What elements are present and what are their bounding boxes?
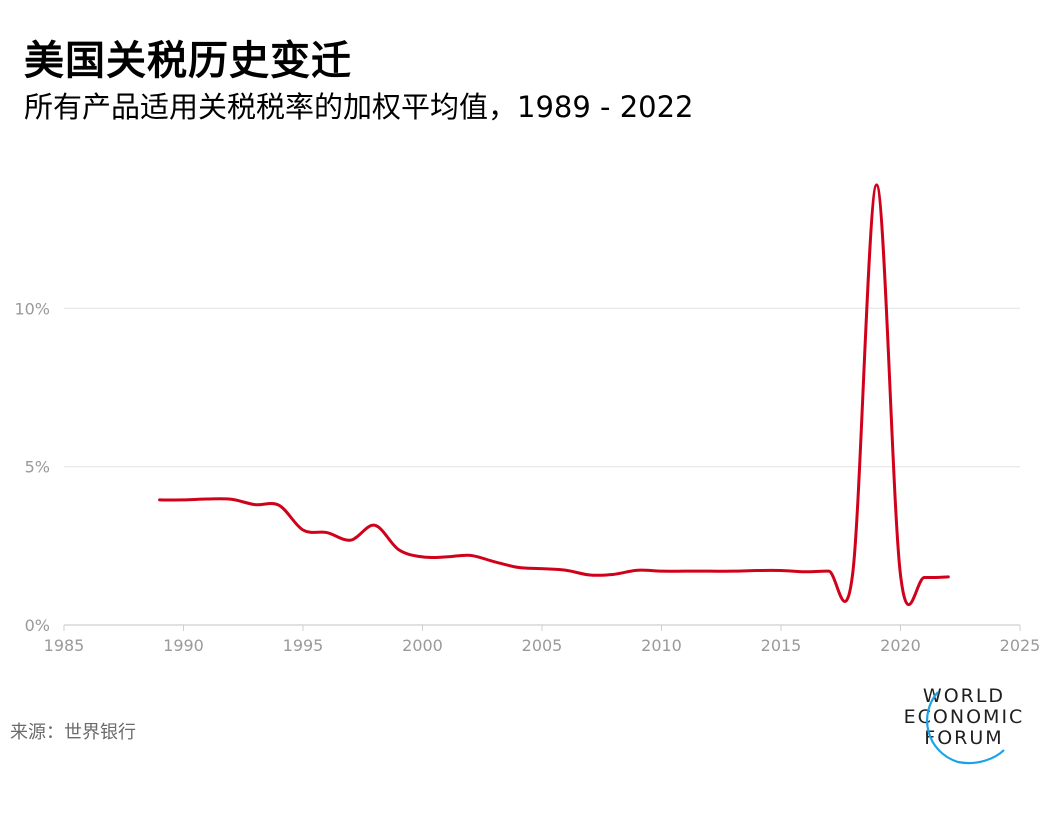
- data-point: [684, 570, 687, 573]
- grid-lines: [64, 307, 1020, 626]
- data-point: [708, 570, 711, 573]
- logo-line-1: WORLD: [922, 685, 1006, 707]
- logo-line-2: ECONOMIC: [903, 706, 1025, 728]
- data-point: [732, 570, 735, 573]
- wef-logo: WORLD ECONOMIC FORUM: [896, 686, 1046, 776]
- data-point: [517, 566, 520, 569]
- data-point: [302, 529, 305, 532]
- data-point: [469, 554, 472, 557]
- data-point: [899, 573, 902, 576]
- x-axis-ticks: 1985 1990 1995 2000 2005 2010 2015 2020 2025: [44, 625, 1041, 655]
- y-axis-ticks: 0% 5% 10%: [14, 299, 50, 635]
- data-point: [158, 498, 161, 501]
- data-point: [373, 524, 376, 527]
- data-point: [564, 569, 567, 572]
- line-chart: 0% 5% 10% 1985 1990 1995 2000 2005 2010 2015 2020…: [14, 183, 1041, 655]
- x-tick-label: 1985: [44, 636, 85, 655]
- data-point: [756, 569, 759, 572]
- x-tick-label: 2010: [641, 636, 682, 655]
- data-point: [541, 567, 544, 570]
- data-point: [947, 575, 950, 578]
- x-tick-label: 2025: [1000, 636, 1041, 655]
- data-point: [349, 539, 352, 542]
- data-point: [780, 569, 783, 572]
- data-point: [612, 573, 615, 576]
- x-tick-label: 2005: [522, 636, 563, 655]
- data-point: [803, 570, 806, 573]
- series-layer: [158, 183, 950, 607]
- data-point: [588, 573, 591, 576]
- source-note: 来源：世界银行: [10, 722, 136, 743]
- data-point: [923, 576, 926, 579]
- data-point: [182, 498, 185, 501]
- data-point: [660, 570, 663, 573]
- data-point: [230, 498, 233, 501]
- logo-arc-icon: [926, 691, 1005, 765]
- chart-title: 美国关税历史变迁: [24, 38, 352, 84]
- data-point: [636, 569, 639, 572]
- data-point: [493, 560, 496, 563]
- data-point: [325, 531, 328, 534]
- data-point: [206, 497, 209, 500]
- x-tick-label: 1995: [283, 636, 324, 655]
- x-tick-label: 2000: [402, 636, 443, 655]
- x-tick-label: 2015: [761, 636, 802, 655]
- data-point: [421, 555, 424, 558]
- y-tick-label: 0%: [25, 616, 50, 635]
- data-point: [875, 183, 878, 186]
- y-tick-label: 5%: [25, 458, 50, 477]
- y-tick-label: 10%: [14, 299, 50, 318]
- logo-line-3: FORUM: [924, 727, 1004, 749]
- data-point: [278, 504, 281, 507]
- data-point: [254, 503, 257, 506]
- data-point: [397, 548, 400, 551]
- x-tick-label: 1990: [163, 636, 204, 655]
- chart-subtitle: 所有产品适用关税税率的加权平均值，1989 - 2022: [24, 90, 694, 124]
- x-tick-label: 2020: [880, 636, 921, 655]
- data-point: [827, 570, 830, 573]
- wef-logo-text: WORLD ECONOMIC FORUM: [896, 686, 1032, 749]
- series-line-0: [158, 183, 950, 607]
- data-point: [851, 572, 854, 575]
- data-point: [445, 555, 448, 558]
